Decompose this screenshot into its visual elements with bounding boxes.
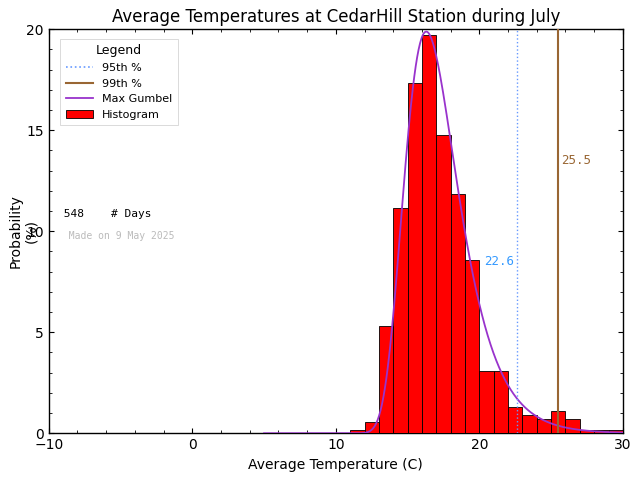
Bar xyxy=(393,208,408,433)
Text: Made on 9 May 2025: Made on 9 May 2025 xyxy=(58,231,175,241)
Bar xyxy=(465,260,479,433)
Bar xyxy=(451,194,465,433)
Bar xyxy=(350,430,365,433)
Legend: 95th %, 99th %, Max Gumbel, Histogram: 95th %, 99th %, Max Gumbel, Histogram xyxy=(60,39,178,125)
Bar xyxy=(594,430,609,433)
Bar xyxy=(408,83,422,433)
Bar xyxy=(566,419,580,433)
Bar xyxy=(551,411,566,433)
Bar xyxy=(479,371,493,433)
Bar xyxy=(365,422,379,433)
Bar xyxy=(537,419,551,433)
Y-axis label: Probability
(%): Probability (%) xyxy=(8,194,38,268)
Bar xyxy=(436,135,451,433)
Title: Average Temperatures at CedarHill Station during July: Average Temperatures at CedarHill Statio… xyxy=(111,8,560,26)
X-axis label: Average Temperature (C): Average Temperature (C) xyxy=(248,457,423,472)
Bar xyxy=(379,326,393,433)
Bar xyxy=(493,371,508,433)
Bar xyxy=(609,430,623,433)
Text: 25.5: 25.5 xyxy=(561,154,591,167)
Bar xyxy=(522,415,537,433)
Text: 548    # Days: 548 # Days xyxy=(58,209,152,219)
Text: 22.6: 22.6 xyxy=(484,255,514,268)
Bar xyxy=(422,35,436,433)
Bar xyxy=(508,408,522,433)
Bar xyxy=(580,430,594,433)
